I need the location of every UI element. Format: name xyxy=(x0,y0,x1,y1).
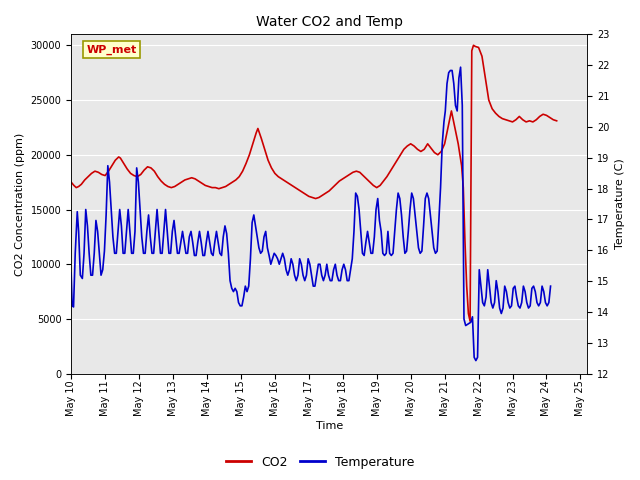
Temperature xyxy=(457,64,465,70)
Temperature xyxy=(547,283,554,289)
Legend: CO2, Temperature: CO2, Temperature xyxy=(221,451,419,474)
Title: Water CO2 and Temp: Water CO2 and Temp xyxy=(256,15,403,29)
Temperature xyxy=(389,251,397,256)
Temperature xyxy=(309,283,317,289)
Temperature xyxy=(67,270,75,276)
CO2 xyxy=(228,179,236,185)
Line: Temperature: Temperature xyxy=(71,67,550,360)
CO2 xyxy=(67,179,75,185)
Line: CO2: CO2 xyxy=(71,45,557,321)
CO2 xyxy=(261,146,269,152)
Temperature xyxy=(463,322,471,327)
X-axis label: Time: Time xyxy=(316,421,343,432)
CO2 xyxy=(410,143,418,149)
Temperature xyxy=(157,251,164,256)
CO2 xyxy=(325,188,333,194)
CO2 xyxy=(470,42,477,48)
CO2 xyxy=(553,118,561,124)
Temperature xyxy=(95,251,103,256)
Temperature xyxy=(472,358,480,363)
Temperature xyxy=(326,278,334,284)
Y-axis label: Temperature (C): Temperature (C) xyxy=(615,159,625,250)
CO2 xyxy=(471,44,479,49)
CO2 xyxy=(346,171,353,177)
CO2 xyxy=(467,318,474,324)
Y-axis label: CO2 Concentration (ppm): CO2 Concentration (ppm) xyxy=(15,132,25,276)
Text: WP_met: WP_met xyxy=(86,45,137,55)
